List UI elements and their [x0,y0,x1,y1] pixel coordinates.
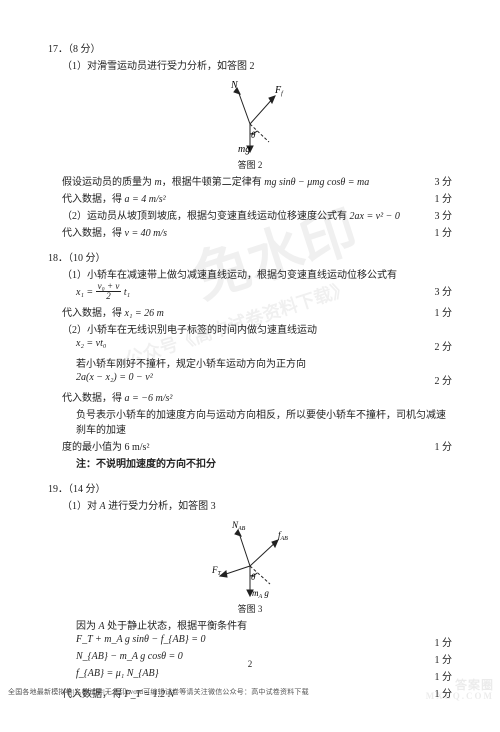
den: 2 [96,292,122,301]
q17-p2: （2）运动员从坡顶到坡底，根据匀变速直线运动位移速度公式有 2ax = v² −… [62,207,452,222]
q19-p1: （1）对 A 进行受力分析，如答图 3 [62,497,452,512]
pts: 2 分 [422,338,452,353]
q18-eq1: x₁ = v₀ + v2 t₁ 3 分 [76,283,452,302]
t: 度的最小值为 6 m/s² [62,438,422,453]
q17-line2: 代入数据，得 a = 4 m/s² 1 分 [62,190,452,205]
t: 代入数据，得 [62,393,125,404]
svg-text:mg: mg [238,144,250,155]
q17-figure: N Ff θ mg 答图 2 [48,78,452,171]
q18-header: 18．（10 分） [48,249,452,264]
q17-header: 17．（8 分） [48,40,452,55]
eq: a = −6 m/s² [125,393,173,404]
corner-watermark: 答案圈 MXEQ.COM [426,679,494,701]
t2: 进行受力分析，如答图 3 [106,501,216,512]
t: 因为 [76,621,99,632]
q17-fig-caption: 答图 2 [48,158,452,171]
lhs: x₁ = [76,287,96,298]
q18-l4: 代入数据，得 a = −6 m/s² [62,389,452,404]
svg-text:fAB: fAB [278,530,288,542]
svg-text:mA g: mA g [252,588,269,600]
eq: 2ax = v² − 0 [350,211,400,222]
corner-l2: MXEQ.COM [426,692,494,701]
eq: x₂ = vt₀ [76,338,106,349]
t: 代入数据，得 [62,194,125,205]
svg-text:θ: θ [251,130,256,140]
pts: 2 分 [422,372,452,387]
eq: f_{AB} = μ₁ N_{AB} [76,668,422,679]
q19-eq3: f_{AB} = μ₁ N_{AB} 1 分 [76,668,452,683]
svg-text:N: N [230,80,239,91]
footer-text: 全国各地最新模拟卷|名校试卷|无水印|word可编辑试卷等请关注微信公众号：高中… [8,687,309,697]
corner-l1: 答案圈 [426,679,494,692]
svg-text:θ: θ [251,572,256,582]
pts: 1 分 [422,634,452,649]
eq: v = 40 m/s [125,228,168,239]
pts: 1 分 [422,224,452,239]
t2: ，根据牛顿第二定律有 [162,177,265,188]
t: 假设运动员的质量为 [62,177,155,188]
svg-text:Ff: Ff [274,85,284,97]
eq: a = 4 m/s² [125,194,166,205]
q17-line1: 假设运动员的质量为 m，根据牛顿第二定律有 mg sinθ − μmg cosθ… [62,173,452,188]
pts: 1 分 [422,438,452,453]
page-content: 17．（8 分） （1）对滑雪运动员进行受力分析，如答图 2 N Ff θ mg… [0,0,500,732]
q19-header: 19．（14 分） [48,480,452,495]
q19-eq1: F_T + m_A g sinθ − f_{AB} = 0 1 分 [76,634,452,649]
q18-eq2: x₂ = vt₀ 2 分 [76,338,452,353]
q19-figure: NAB fAB FT θ mA g 答图 3 [48,518,452,615]
pts: 3 分 [422,207,452,222]
q17-line3: 代入数据，得 v = 40 m/s 1 分 [62,224,452,239]
svg-text:NAB: NAB [231,520,246,532]
t: 代入数据，得 [62,308,125,319]
t: （2）运动员从坡顶到坡底，根据匀变速直线运动位移速度公式有 [62,211,350,222]
t: （1）对 [62,501,100,512]
svg-text:FT: FT [211,565,222,577]
q19-fig-caption: 答图 3 [48,602,452,615]
pts: 3 分 [422,283,452,298]
eq: mg sinθ − μmg cosθ = ma [264,177,369,188]
q18-note: 注：不说明加速度的方向不扣分 [76,455,452,470]
t2: 处于静止状态，根据平衡条件有 [105,621,248,632]
q18-l3: 若小轿车刚好不撞杆，规定小轿车运动方向为正方向 [76,355,452,370]
q18-l2: 代入数据，得 x₁ = 26 m 1 分 [62,304,452,319]
t: 代入数据，得 [62,228,125,239]
m: m [155,177,162,188]
q18-eq3: 2a(x − x₂) = 0 − v² 2 分 [76,372,452,387]
q18-l5: 负号表示小轿车的加速度方向与运动方向相反，所以要使小轿车不撞杆，司机匀减速刹车的… [76,406,452,436]
tail: t₁ [121,287,130,298]
pts: 1 分 [422,304,452,319]
q19-l1: 因为 A 处于静止状态，根据平衡条件有 [76,617,452,632]
eq: x₁ = 26 m [125,308,164,319]
page-number: 2 [0,659,500,669]
eq: F_T + m_A g sinθ − f_{AB} = 0 [76,634,422,645]
pts: 3 分 [422,173,452,188]
pts: 1 分 [422,190,452,205]
q18-p2: （2）小轿车在无线识别电子标签的时间内做匀速直线运动 [62,321,452,336]
q18-l6: 度的最小值为 6 m/s² 1 分 [62,438,452,453]
q17-p1: （1）对滑雪运动员进行受力分析，如答图 2 [62,57,452,72]
q18-p1: （1）小轿车在减速带上做匀减速直线运动，根据匀变速直线运动位移公式有 [62,266,452,281]
eq: 2a(x − x₂) = 0 − v² [76,372,153,383]
